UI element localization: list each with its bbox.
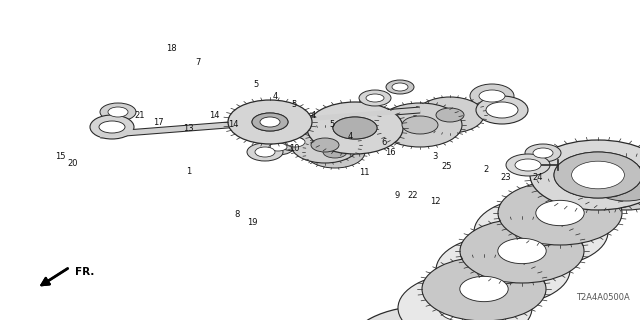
Ellipse shape [530, 140, 640, 210]
Text: 22: 22 [408, 191, 418, 200]
Ellipse shape [392, 83, 408, 91]
Text: 1: 1 [186, 167, 191, 176]
Ellipse shape [402, 116, 438, 134]
Ellipse shape [479, 90, 505, 102]
Ellipse shape [574, 156, 640, 210]
Ellipse shape [333, 117, 377, 139]
Ellipse shape [366, 94, 384, 102]
Ellipse shape [470, 84, 514, 108]
Text: 15: 15 [56, 152, 66, 161]
Text: 9: 9 [394, 191, 399, 200]
Text: 3: 3 [433, 152, 438, 161]
Text: 12: 12 [430, 197, 440, 206]
Ellipse shape [436, 235, 570, 305]
Ellipse shape [422, 257, 546, 320]
Ellipse shape [498, 181, 622, 245]
Ellipse shape [554, 152, 640, 198]
Text: 5: 5 [329, 120, 334, 129]
Text: 2: 2 [484, 165, 489, 174]
Text: 13: 13 [184, 124, 194, 132]
Ellipse shape [474, 197, 608, 267]
Ellipse shape [416, 97, 484, 133]
Ellipse shape [90, 115, 134, 139]
Ellipse shape [436, 108, 464, 122]
Text: 11: 11 [360, 168, 370, 177]
Ellipse shape [269, 143, 287, 151]
Ellipse shape [255, 147, 275, 157]
Text: 20: 20 [67, 159, 77, 168]
Ellipse shape [554, 152, 640, 198]
Ellipse shape [398, 273, 532, 320]
Ellipse shape [486, 102, 518, 118]
Text: 7: 7 [196, 58, 201, 67]
Ellipse shape [307, 102, 403, 154]
Text: 4: 4 [348, 132, 353, 140]
Ellipse shape [247, 143, 283, 161]
Ellipse shape [277, 133, 313, 151]
Ellipse shape [438, 294, 492, 320]
Ellipse shape [228, 100, 312, 144]
Ellipse shape [262, 139, 294, 155]
Ellipse shape [386, 80, 414, 94]
Ellipse shape [498, 238, 546, 264]
Text: 25: 25 [442, 162, 452, 171]
Ellipse shape [291, 127, 359, 163]
Ellipse shape [506, 154, 550, 176]
Ellipse shape [533, 148, 553, 158]
Text: 21: 21 [134, 111, 145, 120]
Text: 5: 5 [292, 100, 297, 108]
Ellipse shape [610, 159, 640, 199]
Text: 4: 4 [273, 92, 278, 100]
Text: T2A4A0500A: T2A4A0500A [576, 293, 630, 302]
Text: 16: 16 [385, 148, 396, 156]
Ellipse shape [460, 276, 508, 302]
Ellipse shape [359, 90, 391, 106]
Text: 23: 23 [500, 173, 511, 182]
Text: 17: 17 [154, 118, 164, 127]
Ellipse shape [591, 165, 640, 201]
Text: 5: 5 [253, 80, 259, 89]
Ellipse shape [477, 256, 529, 284]
Text: 14: 14 [228, 120, 239, 129]
Ellipse shape [323, 146, 347, 158]
Ellipse shape [260, 117, 280, 127]
Ellipse shape [305, 136, 365, 168]
Text: 14: 14 [209, 111, 220, 120]
Ellipse shape [99, 121, 125, 133]
Ellipse shape [476, 96, 528, 124]
Ellipse shape [525, 144, 561, 162]
Ellipse shape [349, 306, 505, 320]
Ellipse shape [252, 113, 288, 131]
Ellipse shape [108, 107, 128, 117]
Text: 6: 6 [381, 138, 387, 147]
Text: 10: 10 [289, 144, 300, 153]
Text: FR.: FR. [75, 267, 94, 277]
Ellipse shape [536, 200, 584, 226]
Text: 19: 19 [248, 218, 258, 227]
Ellipse shape [252, 113, 288, 131]
Ellipse shape [624, 167, 640, 191]
Ellipse shape [285, 137, 305, 147]
Ellipse shape [311, 138, 339, 152]
Text: 8: 8 [234, 210, 239, 219]
Text: 24: 24 [532, 173, 543, 182]
Ellipse shape [460, 219, 584, 283]
Ellipse shape [515, 218, 568, 246]
Ellipse shape [378, 103, 462, 147]
Ellipse shape [333, 117, 377, 139]
Ellipse shape [572, 161, 625, 189]
Ellipse shape [515, 159, 541, 171]
Text: 18: 18 [166, 44, 177, 53]
Ellipse shape [100, 103, 136, 121]
Text: 4: 4 [311, 111, 316, 120]
